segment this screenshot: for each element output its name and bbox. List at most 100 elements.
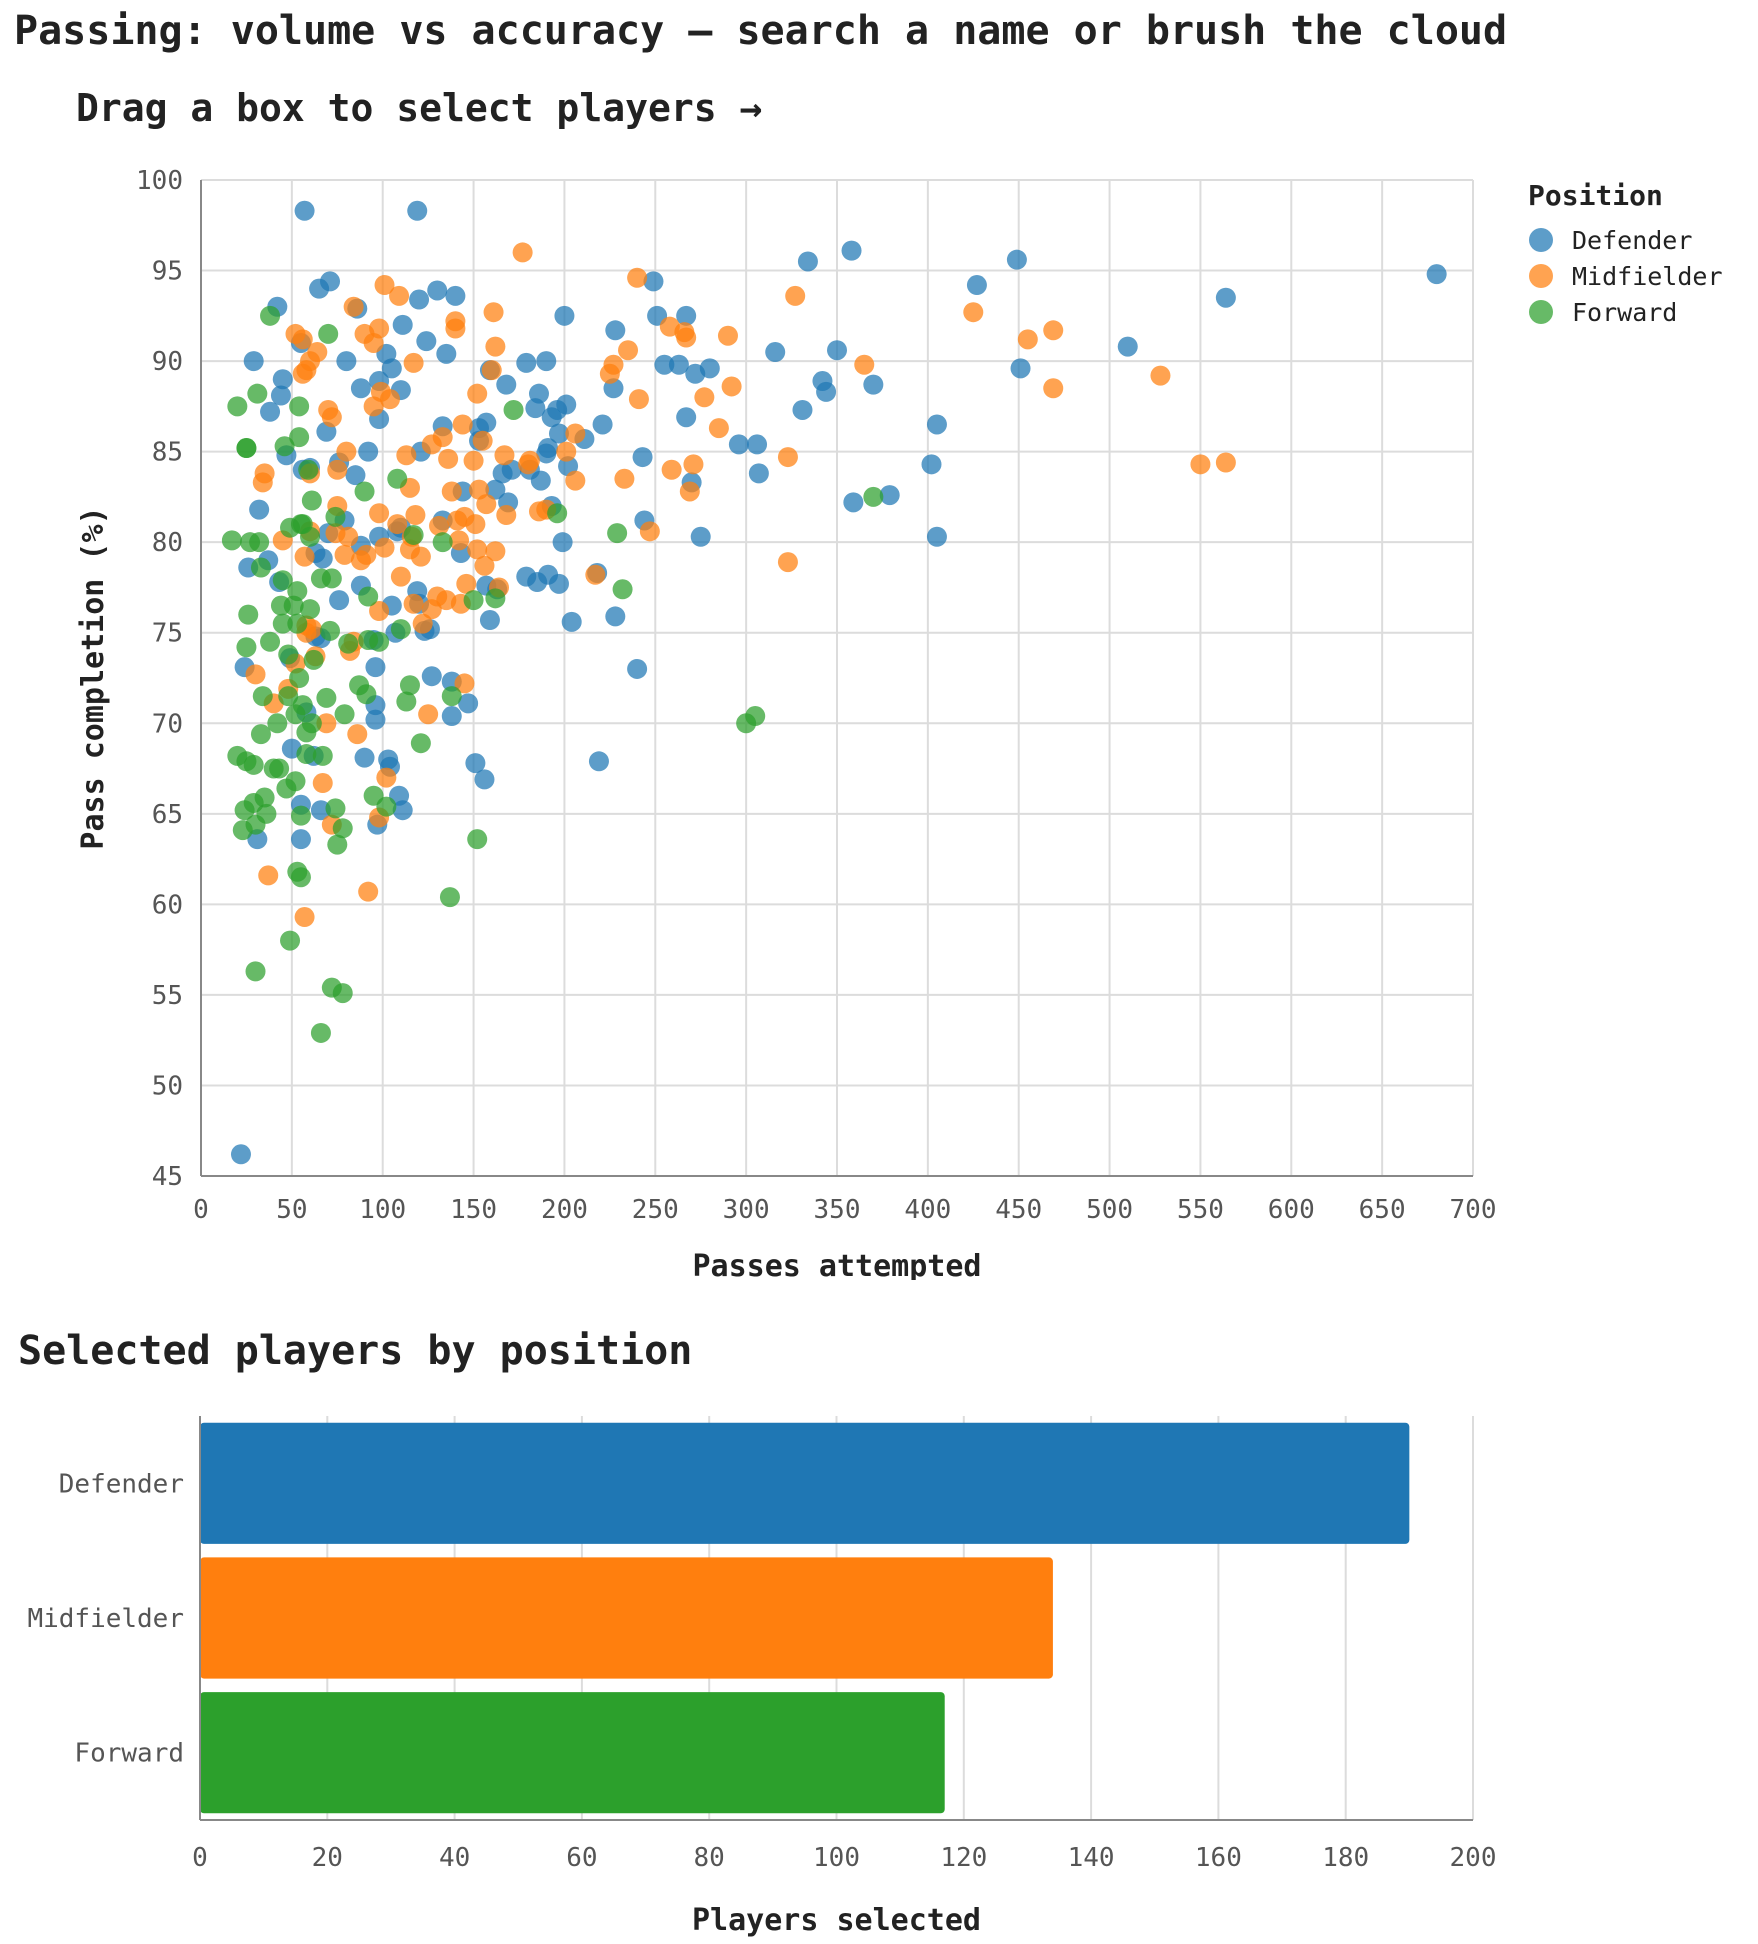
scatter-point-midfielder[interactable] — [627, 267, 648, 288]
scatter-point-midfielder[interactable] — [694, 387, 715, 408]
scatter-point-forward[interactable] — [232, 820, 253, 841]
scatter-point-forward[interactable] — [327, 834, 348, 855]
scatter-point-midfielder[interactable] — [618, 340, 639, 361]
scatter-point-midfielder[interactable] — [1043, 378, 1064, 399]
scatter-point-forward[interactable] — [245, 961, 266, 982]
scatter-point-midfielder[interactable] — [777, 552, 798, 573]
scatter-point-defender[interactable] — [407, 200, 428, 221]
scatter-point-midfielder[interactable] — [321, 407, 342, 428]
scatter-point-defender[interactable] — [690, 526, 711, 547]
scatter-point-defender[interactable] — [378, 749, 399, 770]
scatter-point-defender[interactable] — [345, 465, 366, 486]
scatter-point-forward[interactable] — [332, 983, 353, 1004]
scatter-point-midfielder[interactable] — [405, 505, 426, 526]
scatter-point-midfielder[interactable] — [258, 865, 279, 886]
scatter-point-midfielder[interactable] — [358, 881, 379, 902]
scatter-point-midfielder[interactable] — [963, 302, 984, 323]
scatter-point-defender[interactable] — [966, 275, 987, 296]
scatter-point-defender[interactable] — [243, 351, 264, 372]
scatter-point-defender[interactable] — [476, 412, 497, 433]
scatter-point-forward[interactable] — [301, 490, 322, 511]
scatter-point-defender[interactable] — [841, 240, 862, 261]
scatter-point-defender[interactable] — [441, 706, 462, 727]
scatter-point-defender[interactable] — [525, 398, 546, 419]
scatter-point-defender[interactable] — [230, 1144, 251, 1165]
scatter-point-forward[interactable] — [399, 675, 420, 696]
scatter-point-midfielder[interactable] — [350, 550, 371, 571]
scatter-point-defender[interactable] — [445, 285, 466, 306]
scatter-point-midfielder[interactable] — [639, 521, 660, 542]
scatter-point-forward[interactable] — [272, 613, 293, 634]
scatter-point-defender[interactable] — [554, 305, 575, 326]
scatter-point-midfielder[interactable] — [343, 296, 364, 317]
scatter-point-defender[interactable] — [392, 314, 413, 335]
scatter-point-defender[interactable] — [926, 414, 947, 435]
scatter-point-defender[interactable] — [588, 751, 609, 772]
scatter-point-midfielder[interactable] — [438, 448, 459, 469]
scatter-chart[interactable]: 0 50 100 150 200 250 300 350 400 450 500 550 600 650 7… — [0, 150, 1758, 1280]
scatter-point-midfielder[interactable] — [347, 724, 368, 745]
scatter-point-defender[interactable] — [541, 407, 562, 428]
scatter-point-forward[interactable] — [354, 481, 375, 502]
scatter-point-forward[interactable] — [356, 684, 377, 705]
scatter-point-defender[interactable] — [561, 611, 582, 632]
scatter-point-midfielder[interactable] — [374, 537, 395, 558]
scatter-point-forward[interactable] — [863, 486, 884, 507]
scatter-point-midfielder[interactable] — [374, 275, 395, 296]
scatter-point-forward[interactable] — [467, 829, 488, 850]
scatter-point-forward[interactable] — [243, 754, 264, 775]
scatter-point-midfielder[interactable] — [679, 481, 700, 502]
scatter-point-defender[interactable] — [427, 280, 448, 301]
scatter-point-forward[interactable] — [485, 588, 506, 609]
scatter-point-forward[interactable] — [301, 713, 322, 734]
scatter-point-forward[interactable] — [289, 396, 310, 417]
scatter-point-defender[interactable] — [552, 532, 573, 553]
scatter-point-defender[interactable] — [421, 666, 442, 687]
scatter-point-forward[interactable] — [325, 506, 346, 527]
scatter-point-midfielder[interactable] — [585, 564, 606, 585]
scatter-point-midfielder[interactable] — [483, 302, 504, 323]
scatter-point-forward[interactable] — [236, 438, 257, 459]
scatter-point-defender[interactable] — [654, 354, 675, 375]
scatter-point-midfielder[interactable] — [777, 447, 798, 468]
scatter-point-midfielder[interactable] — [327, 459, 348, 480]
scatter-point-midfielder[interactable] — [1215, 452, 1236, 473]
scatter-point-defender[interactable] — [516, 352, 537, 373]
scatter-point-defender[interactable] — [381, 358, 402, 379]
scatter-point-forward[interactable] — [221, 530, 242, 551]
scatter-point-forward[interactable] — [256, 803, 277, 824]
scatter-point-defender[interactable] — [556, 394, 577, 415]
scatter-point-defender[interactable] — [1006, 249, 1027, 270]
scatter-point-midfielder[interactable] — [465, 514, 486, 535]
scatter-point-defender[interactable] — [260, 401, 281, 422]
scatter-point-midfielder[interactable] — [436, 590, 457, 611]
scatter-point-defender[interactable] — [747, 434, 768, 455]
scatter-point-midfielder[interactable] — [854, 354, 875, 375]
scatter-point-midfielder[interactable] — [708, 418, 729, 439]
scatter-point-defender[interactable] — [797, 251, 818, 272]
scatter-point-defender[interactable] — [765, 342, 786, 363]
scatter-point-forward[interactable] — [298, 459, 319, 480]
scatter-point-defender[interactable] — [358, 441, 379, 462]
scatter-point-defender[interactable] — [416, 331, 437, 352]
scatter-point-forward[interactable] — [283, 595, 304, 616]
scatter-point-forward[interactable] — [463, 590, 484, 611]
scatter-point-midfielder[interactable] — [496, 505, 517, 526]
scatter-point-forward[interactable] — [387, 468, 408, 489]
scatter-point-midfielder[interactable] — [628, 389, 649, 410]
scatter-point-defender[interactable] — [863, 374, 884, 395]
scatter-point-midfielder[interactable] — [485, 336, 506, 357]
scatter-point-forward[interactable] — [260, 631, 281, 652]
scatter-point-defender[interactable] — [272, 369, 293, 390]
scatter-point-forward[interactable] — [369, 631, 390, 652]
scatter-point-forward[interactable] — [432, 532, 453, 553]
scatter-point-defender[interactable] — [792, 399, 813, 420]
scatter-point-defender[interactable] — [354, 747, 375, 768]
scatter-point-defender[interactable] — [728, 434, 749, 455]
scatter-point-defender[interactable] — [748, 463, 769, 484]
scatter-point-forward[interactable] — [332, 818, 353, 839]
scatter-point-midfielder[interactable] — [565, 423, 586, 444]
scatter-point-forward[interactable] — [290, 867, 311, 888]
scatter-point-defender[interactable] — [1010, 358, 1031, 379]
scatter-point-defender[interactable] — [676, 305, 697, 326]
